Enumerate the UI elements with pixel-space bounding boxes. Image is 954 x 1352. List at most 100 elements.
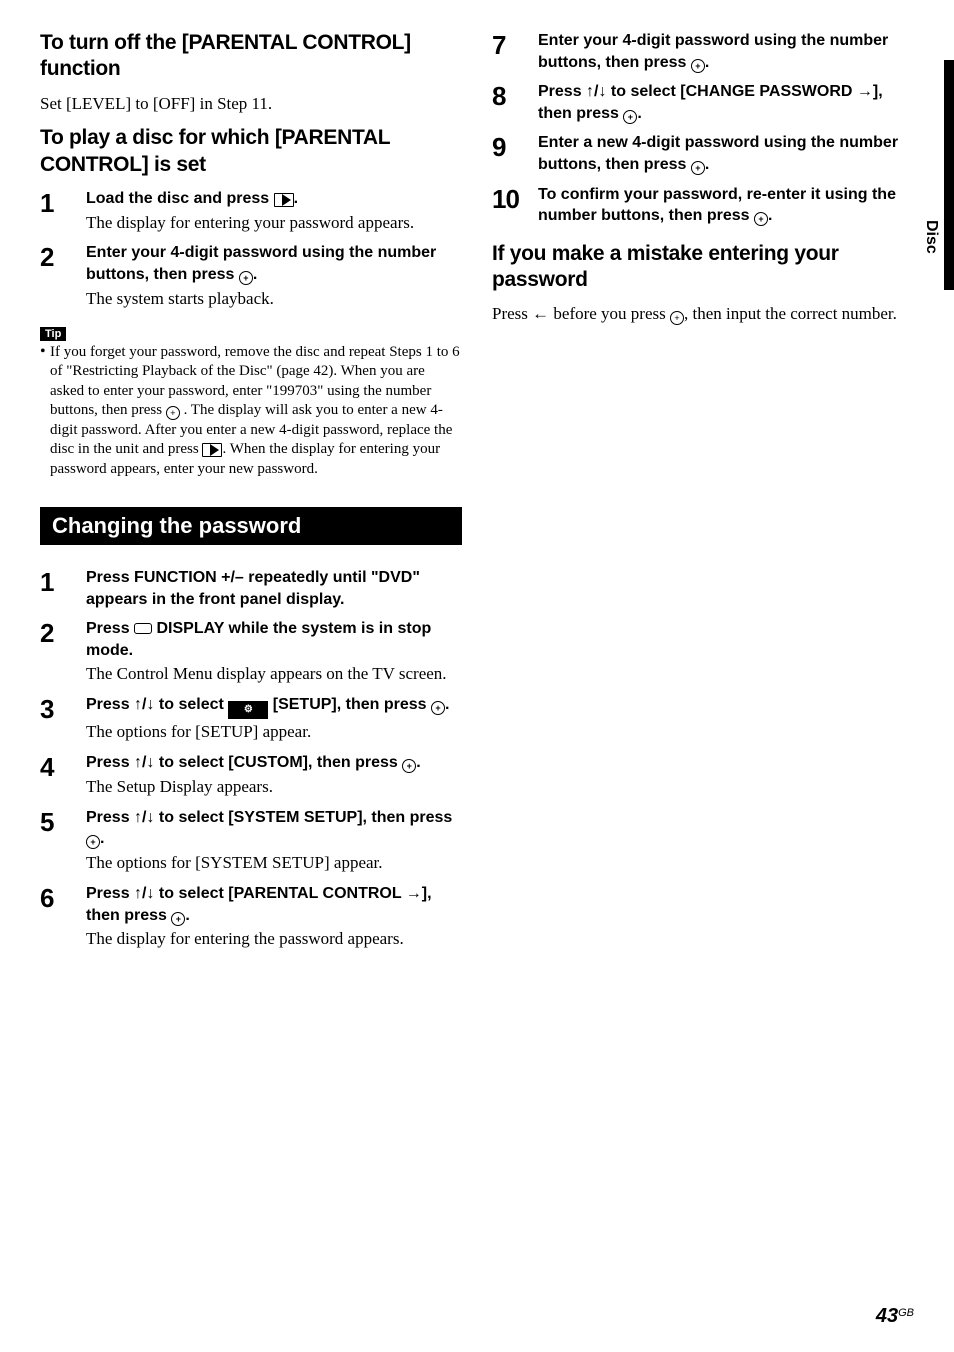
thumb-index-bar [944,60,954,290]
step-instruction: Load the disc and press . [86,190,298,207]
side-tab-label: Disc [922,220,940,254]
mistake-text-a: Press ← before you press [492,304,670,323]
step-text: Press [86,620,134,637]
step-text: Load the disc and press [86,190,274,207]
step-text: Enter a new 4-digit password using the n… [538,134,898,173]
step-row: 5 Press ↑/↓ to select [SYSTEM SETUP], th… [40,807,462,875]
step-description: The Setup Display appears. [86,776,462,799]
page-region: GB [898,1307,914,1319]
play-icon [202,443,222,457]
step-description: The Control Menu display appears on the … [86,663,462,686]
tip-row: • If you forget your password, remove th… [40,343,462,480]
step-instruction: Press ↑/↓ to select [CUSTOM], then press… [86,754,421,771]
step-number: 5 [40,807,86,835]
step-text-tail: . [185,907,189,924]
enter-icon [431,701,445,715]
step-instruction: Enter your 4-digit password using the nu… [86,244,436,283]
step-number: 4 [40,752,86,780]
step-row: 1 Load the disc and press . The display … [40,188,462,235]
step-text: Press ↑/↓ to select [SYSTEM SETUP], then… [86,809,452,826]
page-number: 43GB [876,1305,914,1328]
step-row: 4 Press ↑/↓ to select [CUSTOM], then pre… [40,752,462,799]
step-instruction: Press ↑/↓ to select [SYSTEM SETUP], then… [86,809,452,848]
step-row: 2 Press DISPLAY while the system is in s… [40,618,462,686]
step-text: Enter your 4-digit password using the nu… [538,32,888,71]
enter-icon [691,161,705,175]
step-text-tail: . [637,105,641,122]
step-description: The options for [SETUP] appear. [86,721,462,744]
section-title-bar: Changing the password [40,507,462,545]
bullet-icon: • [40,343,50,480]
tip-badge: Tip [40,327,66,341]
heading-turn-off: To turn off the [PARENTAL CONTROL] funct… [40,30,462,83]
enter-icon [86,835,100,849]
step-description: The options for [SYSTEM SETUP] appear. [86,852,462,875]
step-row: 7 Enter your 4-digit password using the … [492,30,914,73]
step-text: To confirm your password, re-enter it us… [538,186,896,225]
step-text-tail: . [768,207,772,224]
mistake-text-b: , then input the correct number. [684,304,897,323]
step-number: 2 [40,618,86,646]
step-text-mid: [SETUP], then press [273,696,431,713]
left-column: To turn off the [PARENTAL CONTROL] funct… [40,30,462,959]
step-instruction: Press ↑/↓ to select [SETUP], then press … [86,696,449,713]
step-number: 1 [40,567,86,595]
step-text: Press ↑/↓ to select [CUSTOM], then press [86,754,402,771]
step-text-tail: . [253,266,257,283]
step-instruction: Enter your 4-digit password using the nu… [538,32,888,71]
setup-box-icon [228,701,268,719]
step-text-tail: . [294,190,298,207]
step-description: The system starts playback. [86,288,462,311]
step-instruction: Press FUNCTION +/– repeatedly until "DVD… [86,567,462,610]
step-row: 6 Press ↑/↓ to select [PARENTAL CONTROL … [40,883,462,951]
step-text-tail: . [705,54,709,71]
step-number: 9 [492,132,538,160]
enter-icon [623,110,637,124]
step-row: 10 To confirm your password, re-enter it… [492,184,914,227]
step-text: Enter your 4-digit password using the nu… [86,244,436,283]
heading-mistake: If you make a mistake entering your pass… [492,241,914,294]
step-number: 6 [40,883,86,911]
step-instruction: Press DISPLAY while the system is in sto… [86,620,431,659]
enter-icon [402,759,416,773]
enter-icon [239,271,253,285]
step-row: 2 Enter your 4-digit password using the … [40,242,462,310]
step-description: The display for entering the password ap… [86,928,462,951]
heading-play-disc: To play a disc for which [PARENTAL CONTR… [40,125,462,178]
step-number: 2 [40,242,86,270]
step-text: Press ↑/↓ to select [PARENTAL CONTROL →]… [86,885,432,924]
step-text-tail: . [100,830,104,847]
content-columns: To turn off the [PARENTAL CONTROL] funct… [40,30,914,959]
step-number: 1 [40,188,86,216]
tip-text: If you forget your password, remove the … [50,343,462,480]
step-instruction: Press ↑/↓ to select [PARENTAL CONTROL →]… [86,885,432,924]
step-row: 3 Press ↑/↓ to select [SETUP], then pres… [40,694,462,744]
step-description: The display for entering your password a… [86,212,462,235]
step-instruction: Enter a new 4-digit password using the n… [538,134,898,173]
step-number: 10 [492,184,538,212]
step-row: 1 Press FUNCTION +/– repeatedly until "D… [40,567,462,610]
paragraph-mistake: Press ← before you press , then input th… [492,303,914,326]
page-number-value: 43 [876,1305,898,1327]
step-text-tail: . [445,696,449,713]
step-text-tail: . [705,156,709,173]
right-column: 7 Enter your 4-digit password using the … [492,30,914,959]
enter-icon [691,59,705,73]
step-number: 3 [40,694,86,722]
enter-icon [171,912,185,926]
enter-icon [754,212,768,226]
step-instruction: Press ↑/↓ to select [CHANGE PASSWORD →],… [538,83,883,122]
play-icon [274,193,294,207]
step-text: Press ↑/↓ to select [86,696,228,713]
step-number: 7 [492,30,538,58]
paragraph-set-level: Set [LEVEL] to [OFF] in Step 11. [40,93,462,116]
step-instruction: To confirm your password, re-enter it us… [538,186,896,225]
step-row: 9 Enter a new 4-digit password using the… [492,132,914,175]
step-text: Press ↑/↓ to select [CHANGE PASSWORD →],… [538,83,883,122]
step-number: 8 [492,81,538,109]
step-row: 8 Press ↑/↓ to select [CHANGE PASSWORD →… [492,81,914,124]
display-icon [134,623,152,634]
step-text-tail: . [416,754,420,771]
enter-icon [670,311,684,325]
enter-icon [166,406,180,420]
